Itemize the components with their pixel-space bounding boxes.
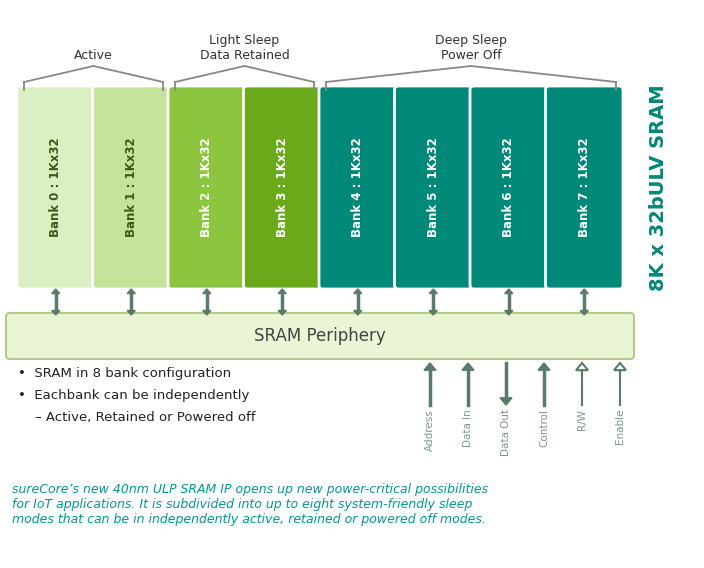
Polygon shape bbox=[353, 289, 362, 294]
Polygon shape bbox=[278, 311, 287, 315]
Polygon shape bbox=[51, 289, 60, 294]
FancyBboxPatch shape bbox=[92, 86, 170, 289]
Text: – Active, Retained or Powered off: – Active, Retained or Powered off bbox=[18, 411, 256, 424]
Polygon shape bbox=[505, 289, 513, 294]
Polygon shape bbox=[538, 363, 550, 370]
Polygon shape bbox=[203, 289, 210, 294]
Text: Bank 6 : 1Kx32: Bank 6 : 1Kx32 bbox=[502, 137, 515, 237]
Text: Light Sleep
Data Retained: Light Sleep Data Retained bbox=[200, 34, 289, 62]
Polygon shape bbox=[127, 311, 135, 315]
Text: Bank 7 : 1Kx32: Bank 7 : 1Kx32 bbox=[578, 137, 591, 237]
Text: R/W: R/W bbox=[577, 409, 587, 430]
Text: Bank 4 : 1Kx32: Bank 4 : 1Kx32 bbox=[351, 137, 364, 237]
Polygon shape bbox=[500, 398, 512, 405]
Text: Bank 5 : 1Kx32: Bank 5 : 1Kx32 bbox=[427, 137, 440, 237]
Polygon shape bbox=[203, 311, 210, 315]
Text: Data Out: Data Out bbox=[501, 409, 511, 456]
Text: Bank 3 : 1Kx32: Bank 3 : 1Kx32 bbox=[276, 137, 289, 237]
Text: Active: Active bbox=[74, 49, 113, 62]
Polygon shape bbox=[353, 311, 362, 315]
Polygon shape bbox=[429, 289, 437, 294]
FancyBboxPatch shape bbox=[470, 86, 548, 289]
Polygon shape bbox=[580, 311, 589, 315]
Text: •  SRAM in 8 bank configuration: • SRAM in 8 bank configuration bbox=[18, 367, 231, 380]
Polygon shape bbox=[462, 363, 474, 370]
FancyBboxPatch shape bbox=[546, 86, 623, 289]
Text: Data In: Data In bbox=[463, 409, 473, 447]
Text: Enable: Enable bbox=[615, 409, 625, 445]
Text: sureCore’s new 40nm ULP SRAM IP opens up new power-critical possibilities
for Io: sureCore’s new 40nm ULP SRAM IP opens up… bbox=[12, 483, 488, 526]
Polygon shape bbox=[127, 289, 135, 294]
FancyBboxPatch shape bbox=[394, 86, 472, 289]
FancyBboxPatch shape bbox=[17, 86, 94, 289]
Text: 8K x 32bULV SRAM: 8K x 32bULV SRAM bbox=[648, 84, 667, 291]
Text: SRAM Periphery: SRAM Periphery bbox=[254, 327, 386, 345]
Polygon shape bbox=[51, 311, 60, 315]
Text: Address: Address bbox=[425, 409, 435, 451]
Polygon shape bbox=[505, 311, 513, 315]
Text: Deep Sleep
Power Off: Deep Sleep Power Off bbox=[435, 34, 507, 62]
Polygon shape bbox=[424, 363, 436, 370]
Text: Bank 2 : 1Kx32: Bank 2 : 1Kx32 bbox=[200, 137, 213, 237]
Polygon shape bbox=[580, 289, 589, 294]
Text: Bank 0 : 1Kx32: Bank 0 : 1Kx32 bbox=[49, 137, 62, 237]
FancyBboxPatch shape bbox=[244, 86, 321, 289]
Text: Control: Control bbox=[539, 409, 549, 447]
Text: Bank 1 : 1Kx32: Bank 1 : 1Kx32 bbox=[125, 137, 138, 237]
Polygon shape bbox=[278, 289, 287, 294]
FancyBboxPatch shape bbox=[168, 86, 246, 289]
Polygon shape bbox=[429, 311, 437, 315]
FancyBboxPatch shape bbox=[6, 313, 634, 359]
FancyBboxPatch shape bbox=[319, 86, 396, 289]
Text: •  Eachbank can be independently: • Eachbank can be independently bbox=[18, 389, 249, 402]
